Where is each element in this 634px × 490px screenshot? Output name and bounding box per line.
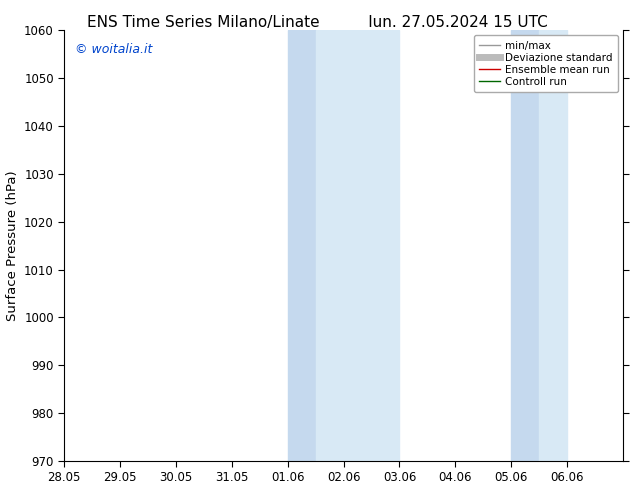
Text: ENS Time Series Milano/Linate          lun. 27.05.2024 15 UTC: ENS Time Series Milano/Linate lun. 27.05… — [87, 15, 547, 30]
Bar — [511, 30, 539, 461]
Bar — [539, 30, 567, 461]
Bar — [316, 30, 399, 461]
Bar — [288, 30, 316, 461]
Text: © woitalia.it: © woitalia.it — [75, 43, 153, 56]
Y-axis label: Surface Pressure (hPa): Surface Pressure (hPa) — [6, 171, 18, 321]
Legend: min/max, Deviazione standard, Ensemble mean run, Controll run: min/max, Deviazione standard, Ensemble m… — [474, 35, 618, 92]
